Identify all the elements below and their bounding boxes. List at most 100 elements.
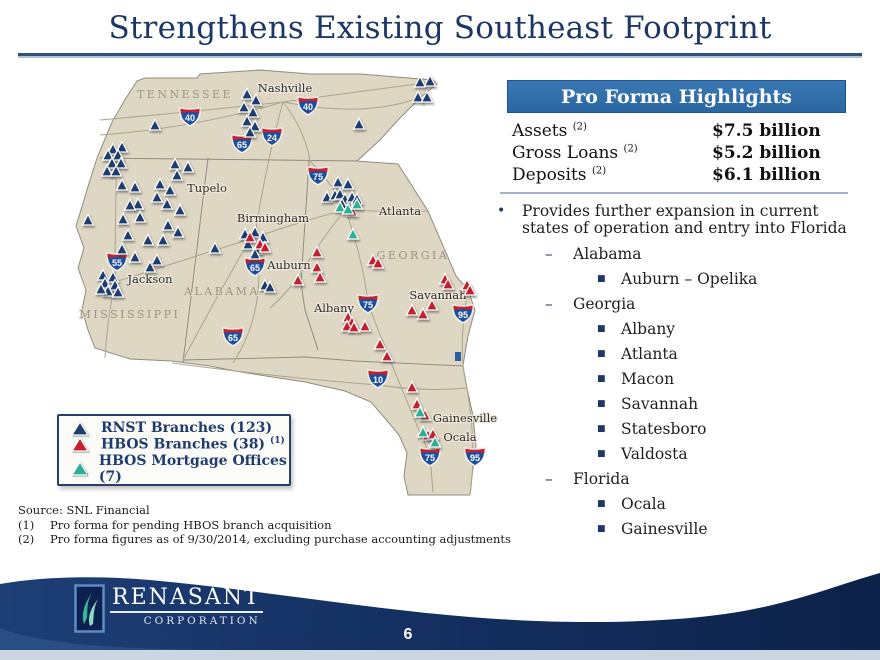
footer-light-swoosh bbox=[0, 628, 240, 650]
coastal-water bbox=[455, 352, 461, 361]
rnst-branch-marker bbox=[105, 156, 119, 169]
mortgage-branch-marker bbox=[341, 202, 355, 215]
interstate-shield: 40 bbox=[179, 106, 201, 127]
city-label: Nashville bbox=[258, 81, 313, 95]
rnst-branch-marker bbox=[341, 177, 355, 190]
panel-divider bbox=[500, 192, 848, 194]
hbos-branch-marker bbox=[291, 273, 305, 286]
rnst-branch-marker bbox=[150, 190, 164, 203]
pro-forma-header: Pro Forma Highlights bbox=[507, 80, 846, 113]
logo-company-name: RENASANT bbox=[110, 584, 263, 613]
svg-text:40: 40 bbox=[185, 113, 195, 123]
state-label: ALABAMA bbox=[183, 285, 260, 298]
rnst-branch-marker bbox=[208, 241, 222, 254]
rnst-branch-marker bbox=[248, 247, 262, 260]
city-item: ■ Valdosta bbox=[597, 445, 688, 463]
rnst-branch-marker bbox=[240, 114, 254, 127]
city-item: ■ Statesboro bbox=[597, 420, 707, 438]
rnst-branch-marker bbox=[237, 100, 251, 113]
city-item: ■ Ocala bbox=[597, 495, 666, 513]
mortgage-branch-marker bbox=[333, 200, 347, 213]
pro-forma-row-deposits: Deposits (2) $6.1 billion bbox=[512, 165, 821, 185]
rnst-branch-marker bbox=[115, 140, 129, 153]
interstate-shield: 75 bbox=[419, 446, 441, 467]
page-title: Strengthens Existing Southeast Footprint bbox=[108, 10, 772, 46]
svg-text:24: 24 bbox=[267, 133, 277, 143]
mortgage-triangle-icon bbox=[71, 461, 87, 476]
bullet-dot: • bbox=[497, 203, 506, 219]
interstate-shield: 40 bbox=[297, 95, 319, 116]
city-label: Atlanta bbox=[378, 204, 421, 218]
rnst-branch-marker bbox=[116, 212, 130, 225]
state-item-florida: – Florida bbox=[545, 470, 630, 488]
city-label: Gainesville bbox=[433, 411, 497, 425]
source-notes: Source: SNL Financial (1) Pro forma for … bbox=[18, 503, 511, 547]
square-bullet: ■ bbox=[597, 399, 606, 409]
square-bullet: ■ bbox=[597, 374, 606, 384]
dash-bullet: – bbox=[545, 245, 553, 263]
svg-text:65: 65 bbox=[237, 140, 247, 150]
rnst-branch-marker bbox=[163, 183, 177, 196]
interstate-shield: 95 bbox=[464, 446, 486, 467]
square-bullet: ■ bbox=[597, 324, 606, 334]
rnst-branch-marker bbox=[263, 280, 277, 293]
page-number: 6 bbox=[403, 626, 413, 643]
rnst-branch-marker bbox=[248, 119, 262, 132]
svg-text:55: 55 bbox=[112, 258, 122, 268]
pro-forma-row-assets: Assets (2) $7.5 billion bbox=[512, 121, 821, 141]
legend-item-mortgage: HBOS Mortgage Offices (7) bbox=[71, 453, 289, 485]
title-divider bbox=[18, 53, 862, 58]
svg-text:75: 75 bbox=[313, 172, 323, 182]
rnst-branch-marker bbox=[153, 177, 167, 190]
source-line: Source: SNL Financial bbox=[18, 503, 150, 517]
mortgage-branch-marker bbox=[428, 435, 442, 448]
svg-text:65: 65 bbox=[250, 263, 260, 273]
state-label: GEORGIA bbox=[377, 249, 450, 262]
hbos-branch-marker bbox=[310, 245, 324, 258]
city-item: ■ Macon bbox=[597, 370, 675, 388]
rnst-branch-marker bbox=[115, 242, 129, 255]
svg-text:95: 95 bbox=[470, 453, 480, 463]
rnst-triangle-icon bbox=[71, 420, 89, 436]
legend-label: HBOS Branches (38) (1) bbox=[101, 436, 285, 453]
square-bullet: ■ bbox=[597, 449, 606, 459]
rnst-branch-marker bbox=[420, 90, 434, 103]
rnst-branch-marker bbox=[128, 250, 142, 263]
interstate-shield: 95 bbox=[452, 303, 474, 324]
rnst-branch-marker bbox=[121, 228, 135, 241]
rnst-branch-marker bbox=[156, 233, 170, 246]
hbos-branch-marker bbox=[313, 270, 327, 283]
svg-text:65: 65 bbox=[228, 333, 238, 343]
rnst-branch-marker bbox=[128, 180, 142, 193]
rnst-branch-marker bbox=[333, 187, 347, 200]
hbos-branch-marker bbox=[441, 277, 455, 290]
svg-text:75: 75 bbox=[425, 453, 435, 463]
interstate-shield: 24 bbox=[261, 126, 283, 147]
rnst-branch-marker bbox=[171, 225, 185, 238]
svg-text:95: 95 bbox=[458, 310, 468, 320]
footnote-1: (1) Pro forma for pending HBOS branch ac… bbox=[18, 517, 332, 532]
hbos-branch-marker bbox=[243, 230, 257, 243]
renasant-logo-icon bbox=[74, 584, 105, 633]
interstate-shield: 10 bbox=[367, 368, 389, 389]
dash-bullet: – bbox=[545, 470, 553, 488]
rnst-branch-marker bbox=[170, 168, 184, 181]
hbos-branch-marker bbox=[463, 283, 477, 296]
square-bullet: ■ bbox=[597, 349, 606, 359]
legend-item-rnst: RNST Branches (123) bbox=[71, 420, 289, 436]
rnst-branch-marker bbox=[249, 93, 263, 106]
rnst-branch-marker bbox=[331, 175, 345, 188]
interstate-shields: 40 40 65 24 75 55 65 65 75 95 10 75 95 bbox=[106, 95, 486, 467]
square-bullet: ■ bbox=[597, 424, 606, 434]
square-bullet: ■ bbox=[597, 274, 606, 284]
lead-bullet: • Provides further expansion in current … bbox=[497, 202, 847, 237]
hbos-branch-marker bbox=[347, 320, 361, 333]
rnst-branch-marker bbox=[131, 197, 145, 210]
mortgage-branch-marker bbox=[350, 197, 364, 210]
hbos-triangle-icon bbox=[71, 436, 89, 452]
hbos-branch-marker bbox=[310, 260, 324, 273]
rnst-branch-marker bbox=[148, 118, 162, 131]
city-item: ■ Atlanta bbox=[597, 345, 678, 363]
city-label: Auburn bbox=[266, 258, 311, 272]
